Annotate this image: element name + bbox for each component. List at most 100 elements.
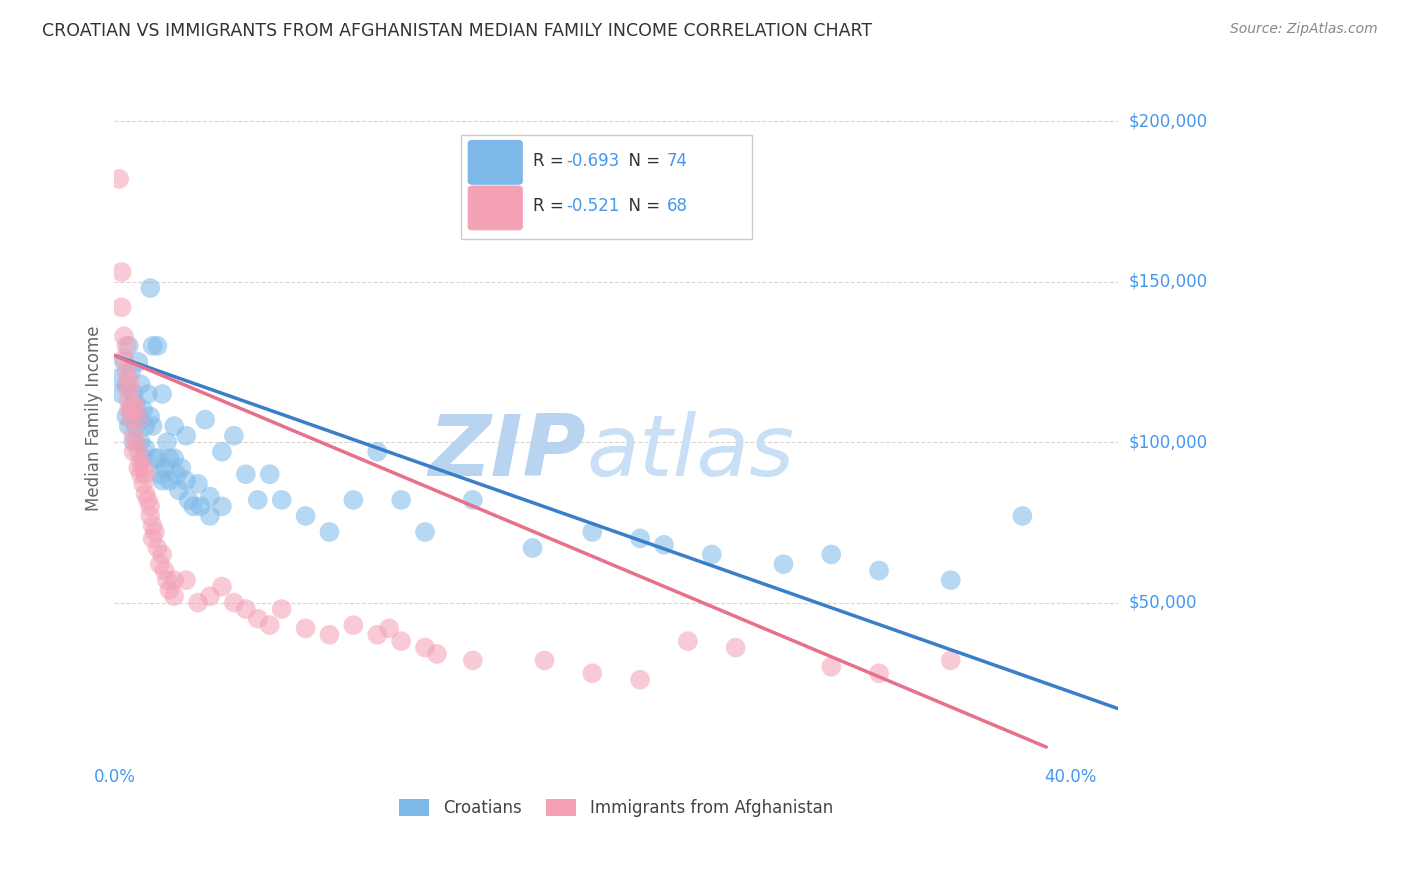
Text: $150,000: $150,000	[1129, 273, 1208, 291]
Text: Source: ZipAtlas.com: Source: ZipAtlas.com	[1230, 22, 1378, 37]
Point	[522, 541, 544, 555]
Point	[118, 393, 141, 408]
Point	[142, 419, 165, 434]
Point	[139, 409, 162, 424]
Point	[174, 474, 197, 488]
Point	[198, 589, 221, 603]
Text: $100,000: $100,000	[1129, 434, 1208, 451]
Point	[136, 492, 159, 507]
Point	[127, 444, 149, 458]
Point	[146, 451, 169, 466]
Point	[581, 666, 603, 681]
Point	[120, 403, 142, 417]
Point	[939, 573, 962, 587]
Point	[259, 618, 281, 632]
Point	[120, 380, 142, 394]
Point	[1011, 508, 1033, 523]
Point	[294, 508, 316, 523]
Point	[127, 412, 149, 426]
Point	[120, 412, 142, 426]
Text: 68: 68	[666, 197, 688, 215]
Point	[426, 647, 449, 661]
Point	[146, 541, 169, 555]
Point	[127, 355, 149, 369]
Point	[118, 339, 141, 353]
Text: N =: N =	[619, 152, 665, 169]
Point	[134, 419, 156, 434]
Point	[112, 351, 135, 366]
Point	[246, 492, 269, 507]
Point	[150, 548, 173, 562]
Point	[157, 474, 180, 488]
Point	[652, 538, 675, 552]
Point	[270, 492, 292, 507]
Point	[115, 377, 138, 392]
Point	[389, 634, 412, 648]
Point	[150, 387, 173, 401]
Point	[125, 396, 148, 410]
Point	[132, 476, 155, 491]
Point	[772, 557, 794, 571]
Point	[127, 409, 149, 424]
Point	[118, 403, 141, 417]
Point	[129, 435, 152, 450]
Point	[163, 451, 186, 466]
Point	[366, 444, 388, 458]
Point	[724, 640, 747, 655]
Point	[122, 428, 145, 442]
Point	[139, 508, 162, 523]
Point	[115, 339, 138, 353]
Point	[122, 396, 145, 410]
Point	[378, 621, 401, 635]
Point	[122, 444, 145, 458]
Point	[134, 442, 156, 456]
Text: $50,000: $50,000	[1129, 594, 1198, 612]
Point	[108, 172, 131, 186]
Point	[134, 467, 156, 482]
Point	[294, 621, 316, 635]
Point	[112, 329, 135, 343]
Point	[156, 435, 179, 450]
Point	[153, 564, 176, 578]
Point	[700, 548, 723, 562]
Text: atlas: atlas	[586, 411, 794, 494]
Point	[108, 371, 131, 385]
Point	[127, 460, 149, 475]
Point	[122, 435, 145, 450]
Point	[533, 653, 555, 667]
Text: $200,000: $200,000	[1129, 112, 1208, 130]
Point	[163, 573, 186, 587]
Point	[170, 460, 193, 475]
Point	[246, 612, 269, 626]
Point	[150, 474, 173, 488]
Point	[146, 339, 169, 353]
Point	[461, 653, 484, 667]
Point	[149, 557, 172, 571]
Point	[211, 500, 233, 514]
Point	[143, 451, 166, 466]
Point	[820, 660, 842, 674]
Text: R =: R =	[533, 197, 569, 215]
Legend: Croatians, Immigrants from Afghanistan: Croatians, Immigrants from Afghanistan	[392, 792, 839, 824]
FancyBboxPatch shape	[468, 140, 523, 185]
Text: ZIP: ZIP	[429, 411, 586, 494]
Point	[413, 524, 436, 539]
Point	[115, 380, 138, 394]
Point	[342, 618, 364, 632]
Point	[163, 419, 186, 434]
Point	[222, 428, 245, 442]
Point	[461, 492, 484, 507]
Point	[366, 628, 388, 642]
Text: 74: 74	[666, 152, 688, 169]
Point	[129, 377, 152, 392]
Point	[132, 460, 155, 475]
Point	[112, 355, 135, 369]
Point	[939, 653, 962, 667]
Y-axis label: Median Family Income: Median Family Income	[86, 326, 103, 511]
Point	[318, 628, 340, 642]
Point	[177, 492, 200, 507]
Point	[868, 564, 890, 578]
Point	[676, 634, 699, 648]
Text: R =: R =	[533, 152, 569, 169]
Point	[174, 428, 197, 442]
